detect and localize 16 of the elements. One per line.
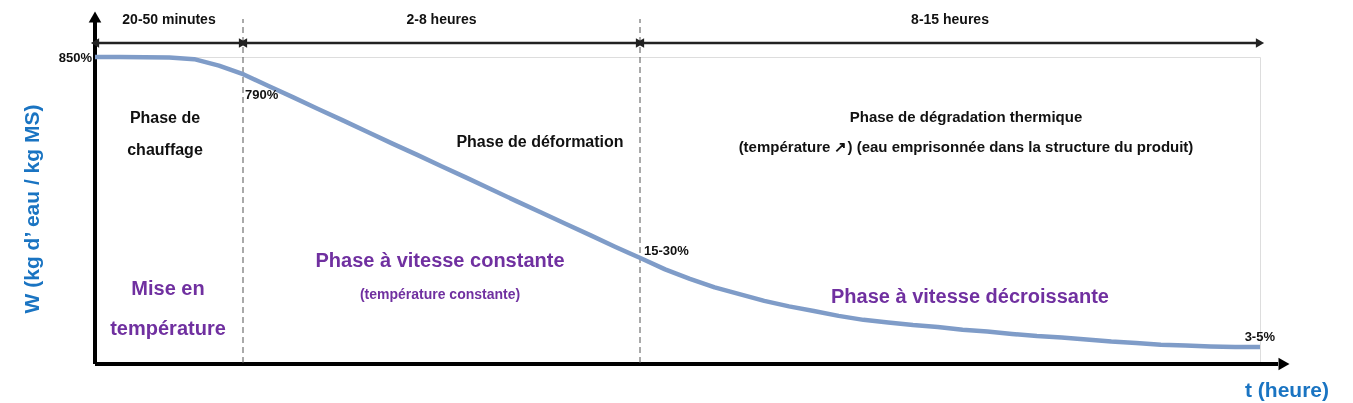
annotation: 15-30%: [644, 243, 690, 258]
annotation: 790%: [245, 87, 279, 102]
annotation: Phase de chauffage: [127, 109, 203, 158]
annotation: Phase de dégradation thermique (température ↗) (eau emprisonnée dans la structure du produit): [738, 108, 1194, 155]
annotation: Phase à vitesse décroissante: [831, 285, 1109, 307]
annotation: 3-5%: [1244, 329, 1276, 344]
text: 20-50 minutes: [122, 11, 216, 27]
text: 2-8 heures: [406, 11, 477, 27]
annotation: Mise en température: [110, 277, 226, 339]
text: 850%: [58, 50, 93, 65]
y-axis-title: W (kg d’ eau / kg MS): [20, 104, 43, 314]
annotation: Phase à vitesse constante: [315, 249, 565, 271]
annotation: Phase de déformation: [456, 133, 624, 150]
x-axis-title: t (heure): [1245, 378, 1329, 401]
text: 8-15 heures: [911, 11, 990, 27]
annotation: (température constante): [359, 286, 521, 302]
